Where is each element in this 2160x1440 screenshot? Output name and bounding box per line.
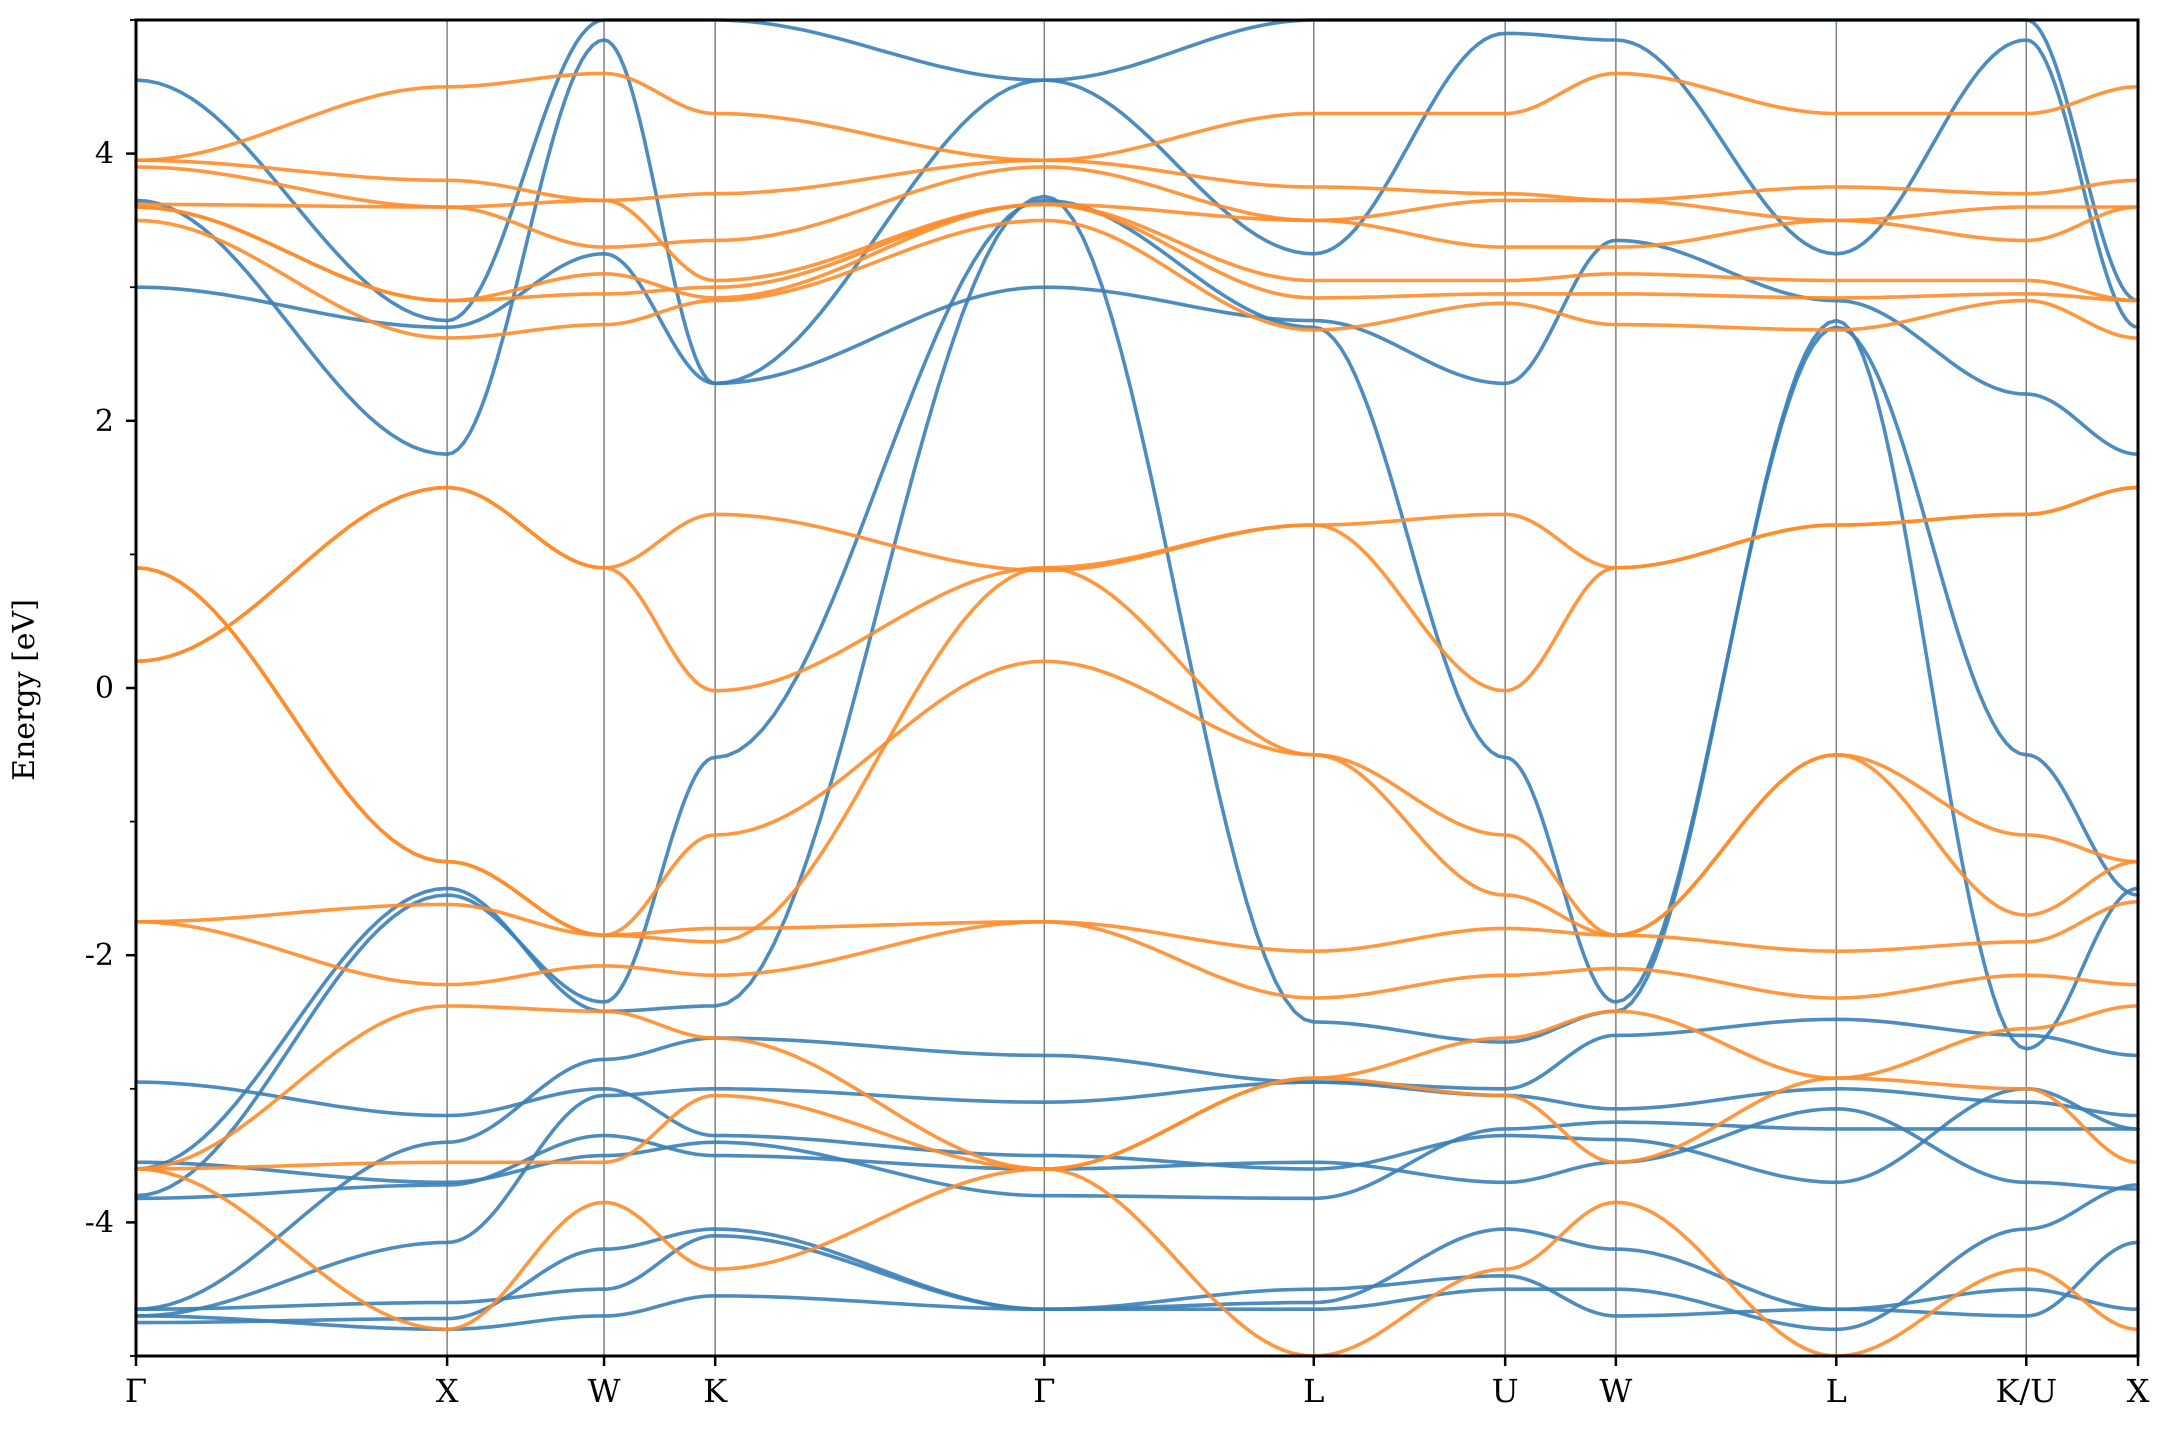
band-line <box>134 1076 2140 1171</box>
x-tick-label: L <box>1303 1372 1324 1410</box>
y-tick-label: -2 <box>85 938 114 973</box>
bands-series-b <box>134 71 2140 1358</box>
band-line <box>134 566 2140 937</box>
y-tick-label: 0 <box>95 671 114 706</box>
band-line <box>134 566 2140 944</box>
band-line <box>134 920 2140 1000</box>
x-tick-label: X <box>436 1372 459 1410</box>
band-line <box>134 31 2140 456</box>
y-axis-label: Energy [eV] <box>7 599 42 781</box>
band-line <box>134 1107 2140 1201</box>
band-line <box>134 158 2140 203</box>
band-line <box>134 1080 2140 1318</box>
band-line <box>134 900 2140 953</box>
band-line <box>134 18 2140 323</box>
x-tick-label: Γ <box>125 1372 147 1410</box>
y-axis-ticks: -4 -2 0 2 4 <box>85 19 136 1357</box>
y-tick-label: 2 <box>95 404 114 439</box>
band-line <box>134 198 2140 283</box>
x-tick-label: K <box>703 1372 728 1410</box>
high-symmetry-lines <box>446 20 2028 1356</box>
x-tick-label: W <box>588 1372 621 1410</box>
band-line <box>134 1080 2140 1185</box>
band-line <box>134 1183 2140 1332</box>
x-tick-label: L <box>1826 1372 1847 1410</box>
x-tick-label: X <box>2127 1372 2150 1410</box>
x-tick-label: K/U <box>1995 1372 2057 1410</box>
x-axis-ticks: Γ X W K Γ L U W L K/U X <box>125 1356 2150 1410</box>
band-line <box>134 202 2140 303</box>
band-line <box>134 165 2140 249</box>
bands-series-a <box>134 18 2140 1332</box>
band-line <box>134 202 2140 303</box>
band-line <box>134 194 2140 1171</box>
y-tick-label: -4 <box>85 1205 114 1240</box>
plot-frame <box>134 18 2140 1358</box>
band-line <box>134 71 2140 163</box>
x-tick-label: U <box>1492 1372 1519 1410</box>
band-line <box>134 485 2140 693</box>
y-tick-label: 4 <box>95 137 114 172</box>
x-tick-label: W <box>1599 1372 1632 1410</box>
x-tick-label: Γ <box>1033 1372 1055 1410</box>
band-line <box>134 1017 2140 1311</box>
band-line <box>134 485 2140 664</box>
band-line <box>134 218 2140 340</box>
band-line <box>134 198 2140 1198</box>
band-line <box>134 1227 2140 1318</box>
